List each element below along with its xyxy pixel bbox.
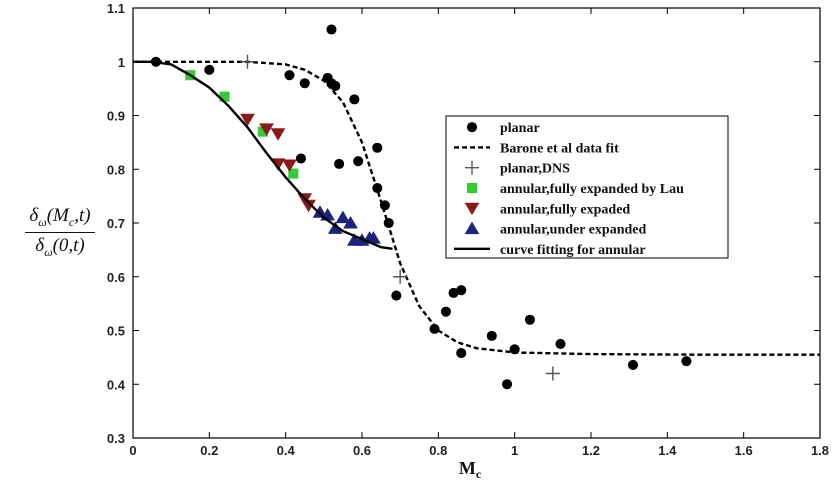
data-point xyxy=(349,94,360,105)
x-tick-label: 0.2 xyxy=(200,443,218,458)
legend-swatch xyxy=(466,122,478,133)
x-tick-label: 1.6 xyxy=(735,443,753,458)
series-curve-fitting-for-annular xyxy=(133,60,393,250)
data-point xyxy=(334,158,345,169)
data-point xyxy=(343,216,358,229)
data-point xyxy=(486,330,497,341)
legend-item: annular,under expanded xyxy=(464,221,646,238)
data-point xyxy=(282,159,297,172)
series-line xyxy=(133,60,820,356)
data-point xyxy=(456,285,467,296)
x-tick-label: 0.4 xyxy=(277,443,296,458)
legend-swatch xyxy=(464,202,480,216)
series-layer xyxy=(133,24,820,390)
data-point xyxy=(240,54,255,69)
axis-ticks: 0 0.2 0.4 0.6 0.8 1 1.2 1.4 1.6 1.8 0.3 0.4 0.5 0.6 0.… xyxy=(107,1,829,458)
y-tick-label: 0.8 xyxy=(107,162,125,177)
x-tick-label: 1 xyxy=(511,443,518,458)
y-tick-label: 0.3 xyxy=(107,431,125,446)
data-point xyxy=(429,323,440,334)
data-point xyxy=(456,348,467,359)
data-point xyxy=(219,91,230,102)
data-point xyxy=(524,314,535,325)
data-point xyxy=(391,290,402,301)
x-tick-label: 1.2 xyxy=(582,443,600,458)
data-point xyxy=(257,126,268,137)
x-tick-label: 0 xyxy=(129,443,136,458)
data-point xyxy=(299,78,310,89)
data-point xyxy=(393,269,408,284)
y-tick-label: 0.5 xyxy=(107,324,125,339)
legend-item: planar xyxy=(466,121,540,136)
legend-swatch xyxy=(465,160,479,175)
data-point xyxy=(284,70,295,81)
data-point xyxy=(372,142,383,153)
y-axis-denominator: δω(0,t) xyxy=(35,234,85,259)
legend-item: annular,fully expaded xyxy=(464,202,630,217)
y-axis-numerator: δω(Mc,t) xyxy=(25,205,95,233)
legend-box xyxy=(445,115,729,259)
legend-item: curve fitting for annular xyxy=(454,243,646,258)
y-tick-label: 0.4 xyxy=(107,377,126,392)
data-point xyxy=(440,306,452,317)
y-axis-title: δω(Mc,t) δω(0,t) xyxy=(4,205,116,260)
x-axis-title: Mc xyxy=(459,458,482,481)
legend-swatch xyxy=(466,182,478,194)
series-barone-et-al-data-fit xyxy=(133,60,820,356)
data-point xyxy=(270,128,286,141)
y-tick-label: 0.6 xyxy=(107,270,125,285)
legend-item: annular,fully expanded by Lau xyxy=(466,182,684,197)
y-tick-label: 0.7 xyxy=(107,216,125,231)
x-tick-label: 1.8 xyxy=(811,443,829,458)
data-point xyxy=(301,199,316,213)
data-point xyxy=(295,153,306,164)
data-point xyxy=(501,379,513,390)
legend-label: curve fitting for annular xyxy=(500,243,646,258)
x-tick-label: 0.6 xyxy=(353,443,371,458)
data-point xyxy=(448,287,459,298)
data-point xyxy=(335,210,351,224)
legend-label: annular,fully expaded xyxy=(500,202,630,217)
legend-label: annular,fully expanded by Lau xyxy=(500,182,684,197)
data-point xyxy=(326,24,337,35)
data-point xyxy=(366,231,381,244)
legend-label: planar,DNS xyxy=(500,162,570,177)
data-point xyxy=(259,123,274,136)
data-point xyxy=(312,205,328,218)
data-point xyxy=(353,156,364,167)
data-point xyxy=(204,64,215,75)
data-point xyxy=(545,366,560,381)
legend-label: planar xyxy=(500,121,540,136)
x-tick-label: 1.4 xyxy=(658,443,677,458)
data-point xyxy=(681,356,692,367)
data-point xyxy=(327,221,343,234)
legend-item: planar,DNS xyxy=(465,160,570,177)
y-tick-label: 1 xyxy=(118,55,125,70)
legend-item: Barone et al data fit xyxy=(454,141,619,156)
legend-swatch xyxy=(464,221,480,235)
data-point xyxy=(240,113,255,127)
data-point xyxy=(555,338,566,349)
y-tick-label: 0.9 xyxy=(107,109,125,124)
data-point xyxy=(627,359,639,370)
x-tick-label: 0.8 xyxy=(429,443,447,458)
legend-label: annular,under expanded xyxy=(500,223,646,238)
legend: planar Barone et al data fit planar,DNS ann… xyxy=(445,115,729,259)
y-tick-label: 1.1 xyxy=(107,1,125,16)
data-point xyxy=(288,168,299,179)
series-planar-dns xyxy=(240,54,560,381)
legend-label: Barone et al data fit xyxy=(500,141,619,156)
series-line xyxy=(133,60,393,250)
